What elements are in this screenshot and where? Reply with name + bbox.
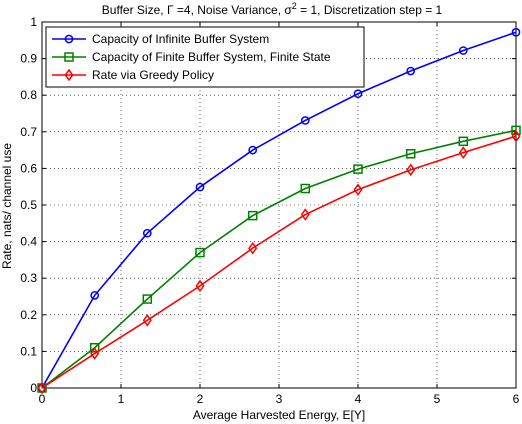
data-point	[511, 129, 521, 143]
data-point	[195, 279, 205, 293]
x-tick-label: 2	[197, 392, 204, 406]
y-tick-label: 0.2	[20, 308, 37, 322]
series-3	[37, 129, 521, 395]
series-line	[41, 129, 517, 389]
x-tick-label: 3	[276, 392, 283, 406]
y-tick-label: 0.9	[20, 52, 37, 66]
x-tick-label: 0	[39, 392, 46, 406]
y-tick-label: 0	[30, 381, 37, 395]
data-point	[406, 66, 416, 76]
data-point	[248, 145, 258, 155]
data-point	[405, 149, 416, 159]
legend: Capacity of Infinite Buffer System Capaci…	[45, 26, 365, 88]
y-tick-label: 0.1	[20, 344, 37, 358]
data-point	[300, 116, 310, 125]
x-axis-label: Average Harvested Energy, E[Y]	[193, 408, 365, 422]
data-point	[300, 208, 310, 221]
x-tick-label: 6	[513, 392, 520, 406]
data-point	[511, 125, 521, 136]
data-point	[89, 342, 100, 353]
x-tick-label: 5	[434, 392, 441, 406]
series-group	[37, 27, 521, 395]
y-tick-label: 0.6	[20, 161, 37, 175]
series-2	[37, 125, 521, 393]
y-axis-label: Rate, nats/ channel use	[0, 143, 14, 269]
data-point	[458, 136, 469, 147]
data-point	[248, 241, 258, 255]
data-point	[142, 314, 152, 327]
data-point	[195, 247, 205, 258]
legend-box	[45, 26, 365, 88]
data-point	[300, 183, 311, 194]
legend-entry: Capacity of Finite Buffer System, Finite…	[52, 50, 331, 64]
data-point	[90, 347, 100, 360]
data-point	[142, 228, 152, 238]
x-tick-label: 4	[355, 392, 362, 406]
legend-label: Capacity of Finite Buffer System, Finite…	[92, 50, 331, 64]
x-tick-label: 1	[118, 392, 125, 406]
data-point	[458, 46, 468, 55]
series-1	[37, 27, 521, 393]
data-point	[90, 291, 100, 300]
data-point	[353, 89, 363, 99]
data-point	[458, 146, 468, 159]
data-point	[37, 381, 47, 395]
legend-marker	[64, 68, 74, 82]
series-line	[41, 31, 517, 389]
plot-frame	[41, 21, 517, 389]
y-tick-label: 0.3	[20, 271, 37, 285]
legend-label: Capacity of Infinite Buffer System	[92, 32, 269, 46]
legend-entry: Capacity of Infinite Buffer System	[52, 32, 269, 46]
y-tick-label: 0.8	[20, 88, 37, 102]
data-point	[406, 163, 416, 177]
data-point	[142, 294, 153, 304]
legend-marker	[64, 34, 74, 44]
y-tick-label: 0.5	[20, 198, 37, 212]
series-line	[41, 135, 517, 389]
legend-entry: Rate via Greedy Policy	[52, 68, 214, 82]
legend-label: Rate via Greedy Policy	[92, 68, 214, 82]
data-point	[195, 182, 205, 192]
y-tick-label: 0.4	[20, 235, 37, 249]
data-point	[511, 27, 521, 37]
y-tick-label: 1	[30, 15, 37, 29]
y-tick-label: 0.7	[20, 125, 37, 139]
data-point	[353, 183, 363, 196]
data-point	[247, 210, 258, 221]
chart-title: Buffer Size, Γ =4, Noise Variance, σ2 = …	[102, 1, 443, 17]
legend-marker	[64, 52, 74, 62]
data-point	[353, 164, 363, 174]
